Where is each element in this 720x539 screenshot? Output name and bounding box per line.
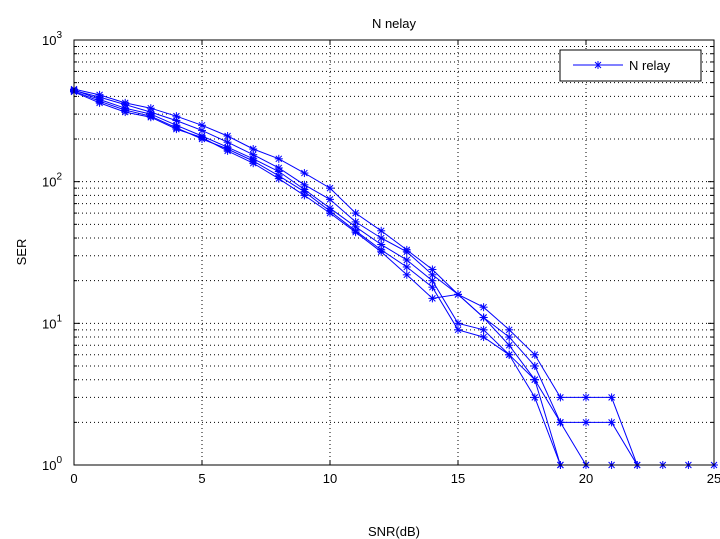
series-point [326,184,334,193]
series-point [428,294,437,303]
series-point [172,125,181,134]
legend-marker-star [594,61,602,69]
series-point [505,333,514,342]
series-point [146,113,155,122]
series-point [479,313,488,322]
y-tick-label-exponent: 0 [56,455,62,466]
series-point [607,393,616,402]
series-point [300,169,309,178]
x-axis-label: SNR(dB) [368,524,420,539]
x-tick-label: 10 [323,471,337,486]
y-tick-label-exponent: 2 [56,172,62,183]
x-tick-label: 20 [579,471,593,486]
series-point [530,393,539,402]
x-tick-label: 25 [707,471,720,486]
series-point [198,121,206,130]
series-point [402,255,411,264]
series-point [454,319,462,328]
legend-label: N relay [629,58,671,73]
series-point [351,228,360,237]
series-point [505,341,514,350]
series-point [223,146,232,155]
series-point [530,350,539,359]
chart-title: N nelay [372,16,417,31]
series-point [249,159,258,168]
y-tick-label-base: 10 [42,316,56,331]
y-tick-label-base: 10 [42,33,56,48]
series-point [530,375,539,384]
series-point [300,191,309,200]
series-point [479,303,488,312]
y-tick-label: 102 [42,172,62,190]
series-point [402,262,411,271]
legend-marker [594,61,602,69]
series-point [198,133,206,142]
series-point [351,209,360,218]
y-axis-label: SER [14,239,29,266]
series-point [505,350,514,359]
series-point [402,270,411,279]
series-point [428,283,437,292]
series-point [249,145,258,154]
x-tick-label: 15 [451,471,465,486]
series-line [73,91,612,466]
series-point [274,174,283,183]
tick-marks [73,40,715,465]
plot-frame [73,39,715,466]
series-point [198,126,206,135]
series-point [454,325,462,334]
x-tick-label: 5 [198,471,205,486]
series-point [121,108,130,117]
series-point [274,154,283,163]
grid [74,40,714,465]
y-tick-label-base: 10 [42,458,56,473]
y-tick-label-exponent: 1 [56,313,62,324]
series-point [556,393,565,402]
y-tick-label-base: 10 [42,175,56,190]
series-point [95,98,104,107]
series-group [70,85,718,469]
series-point [377,226,386,235]
y-tick-label: 103 [42,30,62,48]
series-point [479,333,488,342]
series-line [73,90,714,466]
series-point [326,195,334,204]
legend: N relay [559,49,702,82]
series-point [402,247,411,256]
series-point [582,418,590,427]
series-line [73,90,561,466]
series-point [607,418,616,427]
x-tick-label: 0 [70,471,77,486]
series-point [582,393,590,402]
series-point [326,209,334,218]
y-tick-label-exponent: 3 [56,30,62,41]
series-point [377,247,386,256]
y-tick-label: 101 [42,313,62,331]
y-tick-label: 100 [42,455,62,473]
series-point [556,418,565,427]
series-point [479,325,488,334]
series-point [530,361,539,370]
series-point [454,290,462,299]
series-point [505,325,514,334]
